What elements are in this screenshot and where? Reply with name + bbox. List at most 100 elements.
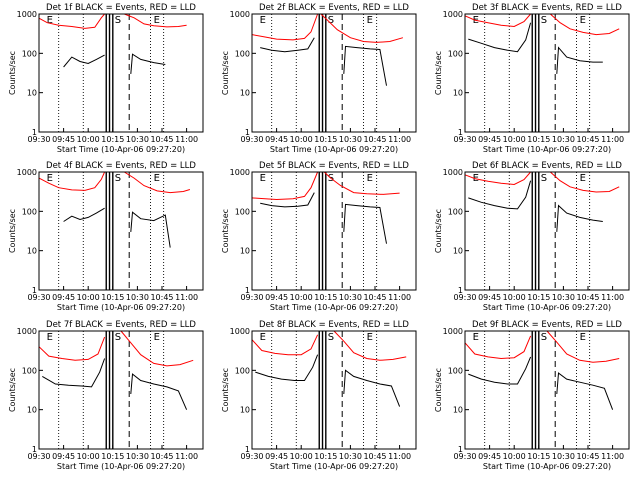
y-axis-label: Counts/sec — [8, 209, 17, 253]
panel-title: Det 4f BLACK = Events, RED = LLD — [46, 161, 196, 171]
lld-series-line — [251, 334, 319, 356]
x-tick-label: 10:00 — [503, 452, 526, 461]
y-tick-label: 10 — [27, 406, 37, 415]
x-tick-label: 10:30 — [126, 293, 149, 302]
marker-letter: E — [367, 332, 373, 343]
x-tick-label: 10:00 — [77, 293, 100, 302]
x-tick-label: 10:15 — [101, 135, 124, 144]
marker-letter: S — [541, 15, 547, 26]
detector-panel-4: Det 4f BLACK = Events, RED = LLD E S E 1 10 10… — [8, 161, 204, 312]
y-axis-label: Counts/sec — [221, 368, 230, 412]
x-tick-label: 10:30 — [126, 135, 149, 144]
detector-panel-8: Det 8f BLACK = Events, RED = LLD E S E 1 10 10… — [221, 320, 417, 471]
events-series-line — [343, 45, 387, 86]
plot-frame — [251, 13, 417, 133]
y-tick-label: 1 — [32, 286, 37, 295]
y-tick-label: 100 — [22, 49, 37, 58]
x-tick-label: 10:15 — [101, 293, 124, 302]
marker-letter: E — [154, 173, 160, 184]
marker-letter: E — [260, 173, 266, 184]
y-tick-label: 100 — [448, 49, 463, 58]
marker-letter: E — [260, 332, 266, 343]
events-series-line — [63, 54, 105, 68]
marker-letter: E — [367, 173, 373, 184]
events-series-line — [468, 356, 532, 385]
marker-letter: E — [260, 15, 266, 26]
y-axis-label: Counts/sec — [8, 51, 17, 95]
y-tick-label: 1000 — [443, 168, 463, 177]
lld-series-line — [38, 171, 106, 191]
x-tick-label: 10:00 — [290, 135, 313, 144]
y-tick-label: 1000 — [230, 168, 250, 177]
x-tick-label: 10:45 — [363, 293, 386, 302]
x-tick-label: 11:00 — [601, 293, 624, 302]
plot-frame — [38, 330, 204, 450]
lld-series-line — [38, 13, 105, 29]
y-tick-label: 10 — [240, 406, 250, 415]
x-tick-label: 10:00 — [290, 293, 313, 302]
x-axis-label: Start Time (10-Apr-06 09:27:20) — [270, 145, 398, 154]
x-tick-label: 09:30 — [453, 293, 476, 302]
lld-series-line — [546, 330, 620, 363]
panel-title: Det 3f BLACK = Events, RED = LLD — [472, 3, 622, 13]
x-tick-label: 09:30 — [240, 293, 263, 302]
y-axis-label: Counts/sec — [434, 51, 443, 95]
marker-letter: S — [328, 15, 334, 26]
lld-series-line — [38, 336, 106, 361]
y-tick-label: 1000 — [17, 168, 37, 177]
x-tick-label: 10:00 — [77, 452, 100, 461]
y-tick-label: 100 — [235, 366, 250, 375]
plot-frame — [251, 330, 417, 450]
events-series-line — [468, 22, 532, 53]
events-series-line — [343, 369, 401, 407]
x-tick-label: 10:15 — [314, 293, 337, 302]
events-series-line — [260, 37, 315, 53]
y-tick-label: 1 — [32, 128, 37, 137]
x-tick-label: 10:00 — [77, 135, 100, 144]
plot-frame — [251, 171, 417, 291]
panel-title: Det 7f BLACK = Events, RED = LLD — [46, 320, 196, 330]
x-tick-label: 10:00 — [503, 135, 526, 144]
marker-letter: E — [580, 15, 586, 26]
x-tick-label: 10:45 — [150, 293, 173, 302]
y-tick-label: 10 — [240, 89, 250, 98]
y-tick-label: 1000 — [230, 327, 250, 336]
x-axis-label: Start Time (10-Apr-06 09:27:20) — [270, 462, 398, 471]
marker-letter: E — [473, 332, 479, 343]
x-tick-label: 11:00 — [175, 452, 198, 461]
y-tick-label: 100 — [235, 49, 250, 58]
lld-series-line — [323, 171, 400, 195]
lld-series-line — [549, 13, 620, 36]
detector-panel-1: Det 1f BLACK = Events, RED = LLD E S E 1 10 10… — [8, 3, 204, 154]
x-axis-label: Start Time (10-Apr-06 09:27:20) — [483, 145, 611, 154]
lld-series-line — [464, 171, 531, 186]
plot-frame — [464, 330, 630, 450]
x-tick-label: 10:45 — [576, 135, 599, 144]
x-tick-label: 10:00 — [290, 452, 313, 461]
x-tick-label: 10:45 — [363, 135, 386, 144]
y-tick-label: 10 — [27, 247, 37, 256]
x-tick-label: 09:45 — [265, 293, 288, 302]
panel-title: Det 8f BLACK = Events, RED = LLD — [259, 320, 409, 330]
marker-letter: S — [541, 332, 547, 343]
events-series-line — [63, 207, 105, 222]
x-tick-label: 10:45 — [150, 452, 173, 461]
x-tick-label: 10:30 — [552, 293, 575, 302]
x-axis-label: Start Time (10-Apr-06 09:27:20) — [57, 462, 185, 471]
y-tick-label: 100 — [235, 207, 250, 216]
x-tick-label: 10:15 — [314, 452, 337, 461]
x-tick-label: 09:30 — [453, 135, 476, 144]
x-tick-label: 09:45 — [265, 452, 288, 461]
panel-title: Det 1f BLACK = Events, RED = LLD — [46, 3, 196, 13]
panel-title: Det 9f BLACK = Events, RED = LLD — [472, 320, 622, 330]
x-tick-label: 10:30 — [126, 452, 149, 461]
marker-letter: E — [580, 173, 586, 184]
x-tick-label: 09:30 — [27, 293, 50, 302]
y-tick-label: 1 — [245, 445, 250, 454]
x-tick-label: 09:45 — [52, 135, 75, 144]
x-tick-label: 10:15 — [527, 452, 550, 461]
x-tick-label: 09:45 — [478, 452, 501, 461]
x-tick-label: 09:45 — [478, 135, 501, 144]
events-series-line — [42, 358, 106, 388]
